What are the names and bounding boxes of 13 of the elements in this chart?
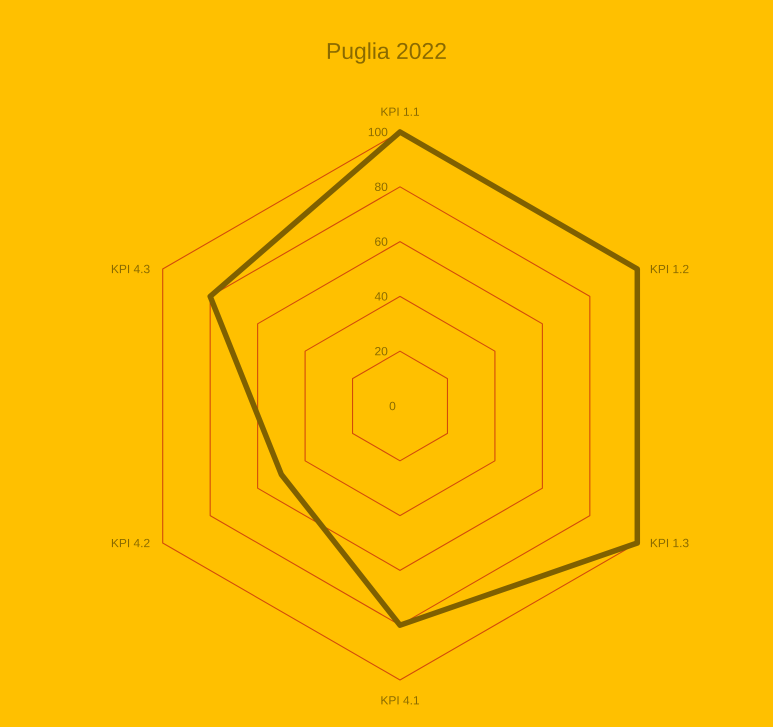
spoke-label: KPI 1.1 <box>381 108 420 116</box>
y-tick-label: 100 <box>368 128 388 136</box>
spoke-label: KPI 1.2 <box>650 264 688 274</box>
spoke-label: KPI 1.3 <box>650 538 689 548</box>
y-tick-label: 60 <box>375 237 388 246</box>
chart-title: Puglia 2022 <box>328 42 446 64</box>
y-tick-label: 20 <box>375 346 388 356</box>
y-tick-label: 80 <box>375 182 388 192</box>
y-tick-label: 0 <box>390 402 396 410</box>
spoke-label: KPI 4.1 <box>381 696 420 704</box>
spoke-label: KPI 4.3 <box>112 264 150 274</box>
y-tick-label: 40 <box>374 292 388 301</box>
spoke-label: KPI 4.2 <box>112 538 150 548</box>
